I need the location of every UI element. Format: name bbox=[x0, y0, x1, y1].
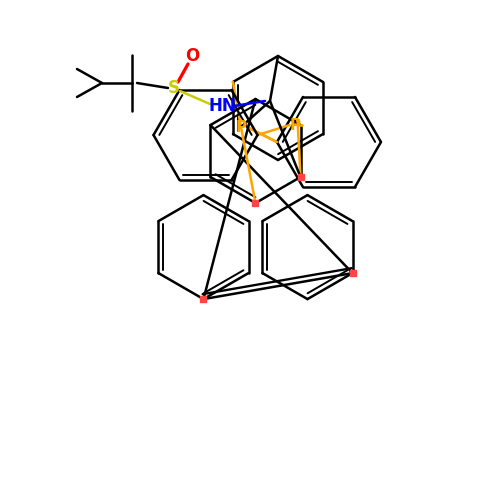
Text: HN: HN bbox=[208, 97, 236, 115]
Text: S: S bbox=[168, 79, 180, 97]
Text: O: O bbox=[185, 47, 199, 65]
Text: P: P bbox=[235, 119, 247, 135]
Text: P: P bbox=[290, 117, 301, 133]
